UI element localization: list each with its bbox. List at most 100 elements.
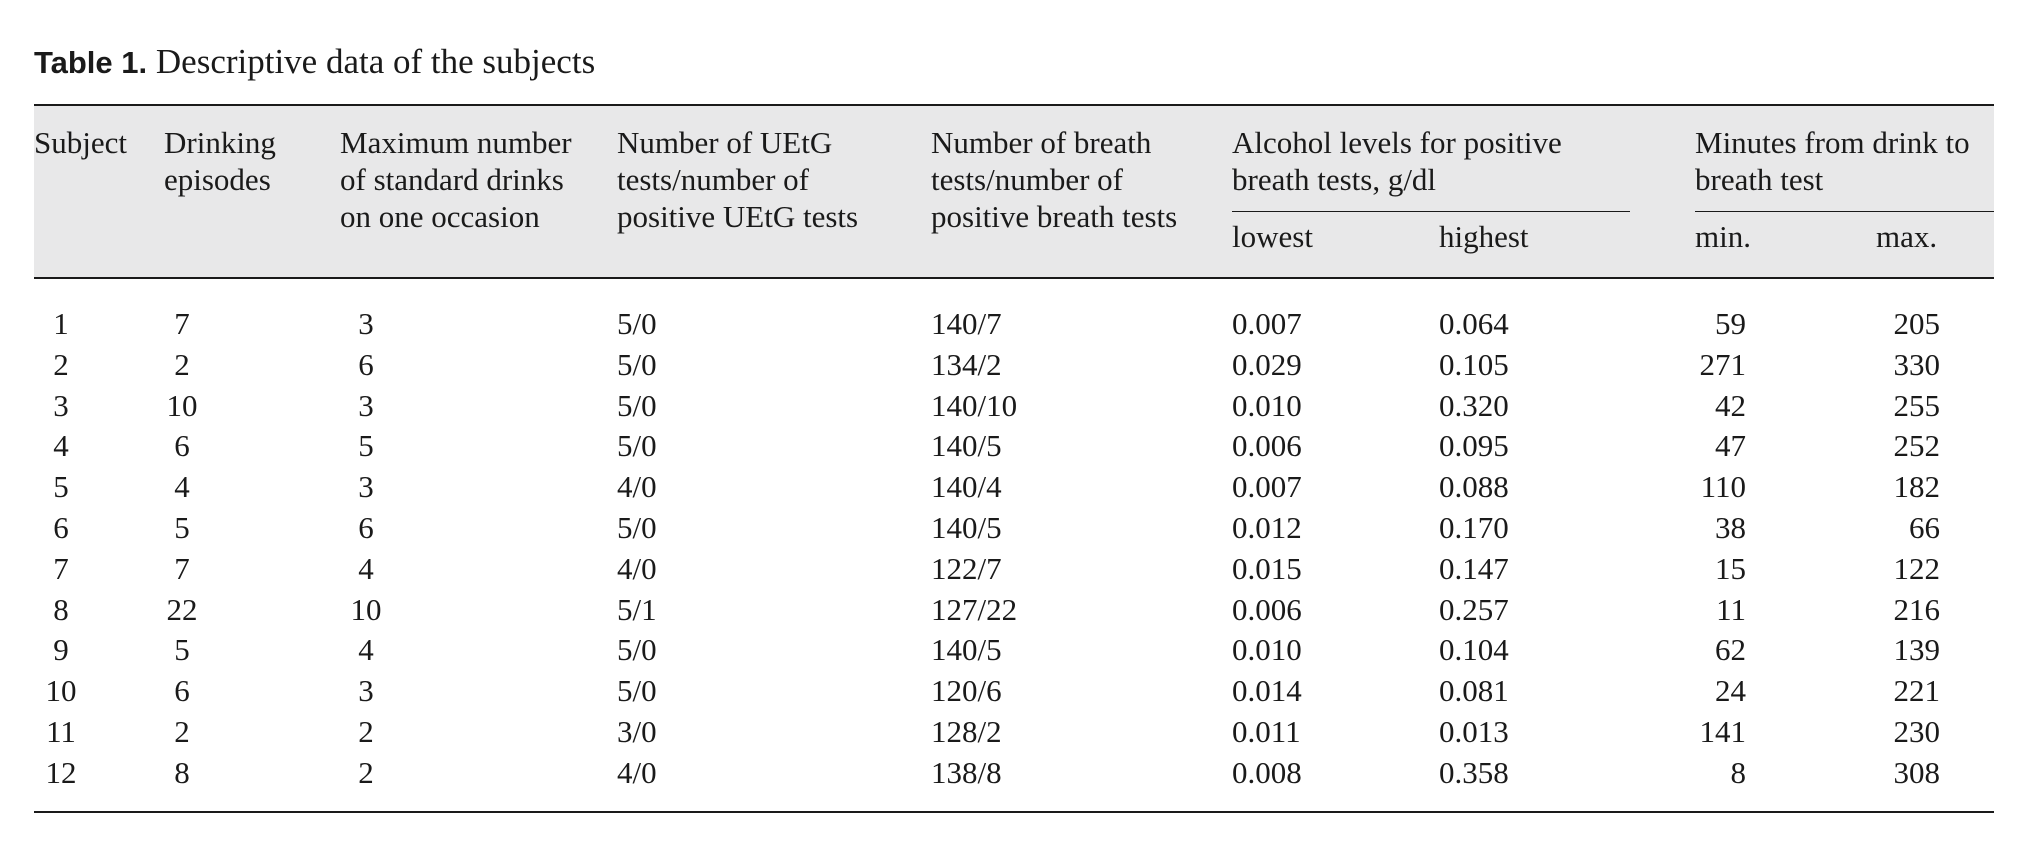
cell-highest: 0.170: [1439, 510, 1509, 545]
cell-min: 271: [1699, 346, 1747, 382]
cell-drinking: 2: [174, 346, 190, 382]
cell-breath: 140/4: [931, 469, 1002, 505]
cell-drinking: 7: [174, 550, 190, 586]
cell-lowest: 0.010: [1232, 387, 1302, 423]
cell-breath: 140/5: [931, 510, 1002, 545]
header-uetg-tests: Number of UEtG tests/number of positive UE…: [617, 125, 859, 234]
table-caption: Table 1. Descriptive data of the subject…: [34, 34, 595, 90]
cell-min: 8: [1730, 754, 1747, 790]
cell-subject: 7: [53, 550, 69, 586]
cell-lowest: 0.014: [1232, 673, 1302, 709]
cell-min: 141: [1699, 714, 1747, 749]
cell-max: 252: [1893, 428, 1941, 464]
cell-uetg: 4/0: [617, 469, 657, 505]
cell-breath: 127/22: [931, 591, 1018, 627]
table-header: [34, 104, 1994, 279]
cell-uetg: 3/0: [617, 714, 657, 749]
cell-uetg: 5/0: [617, 346, 657, 382]
cell-subject: 9: [53, 632, 69, 668]
subheader-min: min.: [1695, 219, 1751, 254]
cell-highest: 0.081: [1439, 673, 1509, 709]
cell-breath: 122/7: [931, 550, 1002, 586]
cell-breath: 140/10: [931, 387, 1018, 423]
cell-uetg: 5/0: [617, 510, 657, 545]
cell-subject: 12: [45, 754, 77, 790]
cell-drinking: 8: [174, 754, 190, 790]
cell-highest: 0.088: [1439, 469, 1509, 505]
cell-highest: 0.095: [1439, 428, 1509, 464]
cell-max: 66: [1909, 510, 1940, 545]
cell-lowest: 0.015: [1232, 550, 1302, 586]
cell-max-drinks: 10: [350, 591, 382, 627]
cell-subject: 6: [53, 510, 69, 545]
header-breath-tests: Number of breath tests/number of positive …: [931, 125, 1178, 234]
cell-subject: 2: [53, 346, 69, 382]
cell-max: 330: [1893, 346, 1941, 382]
cell-drinking: 22: [166, 591, 198, 627]
cell-min: 110: [1700, 469, 1746, 505]
cell-subject: 11: [46, 714, 76, 749]
cell-subject: 8: [53, 591, 69, 627]
cell-drinking: 6: [174, 673, 190, 709]
cell-max-drinks: 2: [358, 714, 374, 749]
cell-max-drinks: 4: [358, 550, 374, 586]
cell-max-drinks: 2: [358, 754, 374, 790]
cell-max-drinks: 3: [358, 673, 374, 709]
header-subject: Subject: [34, 125, 127, 160]
cell-drinking: 7: [174, 306, 190, 341]
cell-uetg: 5/0: [617, 632, 657, 668]
cell-uetg: 5/0: [617, 387, 657, 423]
cell-min: 24: [1715, 673, 1746, 709]
cell-uetg: 4/0: [617, 754, 657, 790]
cell-lowest: 0.006: [1232, 591, 1302, 627]
cell-breath: 134/2: [931, 346, 1002, 382]
cell-max-drinks: 3: [358, 469, 374, 505]
header-alcohol-levels: Alcohol levels for positive breath tests,…: [1232, 125, 1562, 197]
cell-uetg: 5/0: [617, 428, 657, 464]
cell-drinking: 10: [166, 387, 198, 423]
cell-drinking: 4: [174, 469, 190, 505]
cell-max-drinks: 3: [358, 306, 374, 341]
cell-max-drinks: 5: [358, 428, 374, 464]
cell-max: 139: [1893, 632, 1941, 668]
cell-min: 47: [1715, 428, 1746, 464]
cell-subject: 3: [53, 387, 69, 423]
cell-highest: 0.320: [1439, 387, 1509, 423]
cell-lowest: 0.007: [1232, 306, 1302, 341]
cell-lowest: 0.029: [1232, 346, 1302, 382]
cell-uetg: 5/1: [617, 591, 657, 627]
header-minutes: Minutes from drink to breath test: [1695, 125, 1970, 197]
cell-uetg: 5/0: [617, 673, 657, 709]
cell-min: 62: [1715, 632, 1746, 668]
cell-highest: 0.358: [1439, 754, 1509, 790]
cell-max: 122: [1893, 550, 1941, 586]
cell-highest: 0.105: [1439, 346, 1509, 382]
cell-lowest: 0.010: [1232, 632, 1302, 668]
cell-drinking: 2: [174, 714, 190, 749]
table-bottom-rule: [34, 811, 1994, 813]
table-title: Descriptive data of the subjects: [155, 42, 596, 81]
subheader-max: max.: [1876, 219, 1938, 254]
cell-breath: 140/7: [931, 306, 1002, 341]
cell-lowest: 0.006: [1232, 428, 1302, 464]
cell-highest: 0.147: [1439, 550, 1509, 586]
subheader-lowest: lowest: [1232, 219, 1313, 254]
cell-drinking: 5: [174, 510, 190, 545]
cell-highest: 0.013: [1439, 714, 1509, 749]
alcohol-header-rule: [1232, 211, 1630, 212]
cell-drinking: 5: [174, 632, 190, 668]
header-drinking-episodes: Drinking episodes: [164, 125, 276, 197]
cell-breath: 140/5: [931, 632, 1002, 668]
cell-highest: 0.257: [1439, 591, 1509, 627]
cell-lowest: 0.011: [1232, 714, 1301, 749]
cell-min: 59: [1715, 306, 1746, 341]
cell-lowest: 0.008: [1232, 754, 1302, 790]
cell-max: 230: [1893, 714, 1941, 749]
cell-max-drinks: 3: [358, 387, 374, 423]
cell-max: 205: [1893, 306, 1941, 341]
cell-min: 42: [1715, 387, 1746, 423]
subheader-highest: highest: [1439, 219, 1529, 254]
cell-breath: 120/6: [931, 673, 1002, 709]
table-label: Table 1.: [34, 45, 148, 80]
cell-subject: 1: [53, 306, 69, 341]
